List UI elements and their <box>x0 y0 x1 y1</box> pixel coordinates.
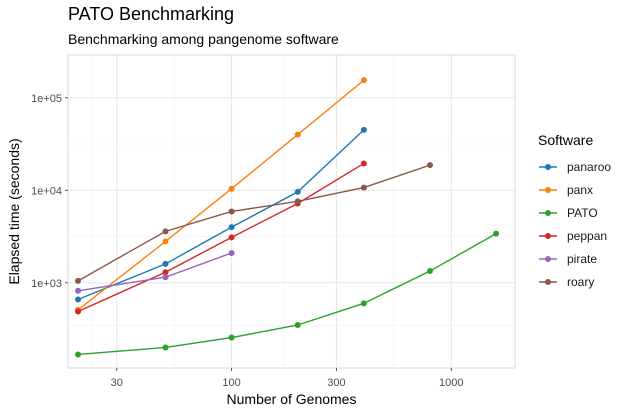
legend-label: peppan <box>567 229 607 243</box>
data-point-panaroo <box>162 260 169 267</box>
legend-key-point <box>545 279 551 285</box>
data-point-panaroo <box>228 224 235 231</box>
data-point-peppan <box>75 308 82 315</box>
series-layer <box>75 77 500 358</box>
legend-label: panaroo <box>567 160 611 174</box>
chart-title: PATO Benchmarking <box>68 4 234 24</box>
data-point-panx <box>162 238 169 245</box>
legend-key-point <box>545 210 551 216</box>
y-axis-ticks: 1e+03 1e+04 1e+05 <box>31 93 68 290</box>
series-peppan <box>75 160 367 315</box>
data-point-roary <box>426 162 433 169</box>
data-point-roary <box>294 198 301 205</box>
x-axis-ticks: 30 100 300 1000 <box>111 368 464 389</box>
legend-key-point <box>545 233 551 239</box>
data-point-peppan <box>360 160 367 167</box>
legend-label: PATO <box>567 206 598 220</box>
legend-label: panx <box>567 183 593 197</box>
data-point-panx <box>360 77 367 84</box>
data-point-pato <box>426 268 433 275</box>
data-point-roary <box>162 228 169 235</box>
series-line-roary <box>77 164 431 282</box>
data-point-pato <box>493 230 500 237</box>
legend-title: Software <box>538 132 593 148</box>
legend: Software panaroo panx PATO peppan pirate roar… <box>538 132 611 289</box>
data-point-panaroo <box>294 188 301 195</box>
legend-item-panaroo: panaroo <box>539 160 611 174</box>
plot-panel <box>67 54 516 369</box>
x-tick-label: 30 <box>111 377 123 389</box>
legend-item-panx: panx <box>539 183 593 197</box>
data-point-pato <box>294 321 301 328</box>
x-axis-title: Number of Genomes <box>227 391 357 407</box>
y-tick-label: 1e+04 <box>31 185 62 197</box>
data-point-panx <box>228 185 235 192</box>
data-point-roary <box>360 184 367 191</box>
legend-key-point <box>545 256 551 262</box>
y-tick-label: 1e+03 <box>31 278 62 290</box>
data-point-pirate <box>75 287 82 294</box>
y-tick-label: 1e+05 <box>31 93 62 105</box>
data-point-pato <box>228 334 235 341</box>
data-point-pato <box>75 351 82 358</box>
data-point-panaroo <box>75 296 82 303</box>
legend-item-roary: roary <box>539 275 594 289</box>
grid-minor <box>68 55 515 368</box>
data-point-roary <box>75 277 82 284</box>
series-pato <box>75 230 500 358</box>
x-tick-label: 100 <box>222 377 240 389</box>
data-point-peppan <box>162 269 169 276</box>
chart-subtitle: Benchmarking among pangenome software <box>68 31 339 47</box>
legend-label: roary <box>567 275 594 289</box>
series-roary <box>75 162 433 284</box>
data-point-roary <box>228 208 235 215</box>
y-axis-title: Elapsed time (seconds) <box>6 138 22 284</box>
data-point-panaroo <box>360 126 367 133</box>
data-point-pato <box>360 300 367 307</box>
data-point-panx <box>294 131 301 138</box>
legend-key-point <box>545 187 551 193</box>
series-pirate <box>75 249 235 294</box>
x-tick-label: 1000 <box>439 377 463 389</box>
legend-item-peppan: peppan <box>539 229 607 243</box>
data-point-pato <box>162 344 169 351</box>
x-tick-label: 300 <box>327 377 345 389</box>
series-panaroo <box>75 126 367 303</box>
legend-label: pirate <box>567 252 597 266</box>
legend-item-pato: PATO <box>539 206 598 220</box>
data-point-pirate <box>228 249 235 256</box>
legend-item-pirate: pirate <box>539 252 597 266</box>
legend-key-point <box>545 164 551 170</box>
data-point-pirate <box>162 274 169 281</box>
data-point-peppan <box>228 234 235 241</box>
